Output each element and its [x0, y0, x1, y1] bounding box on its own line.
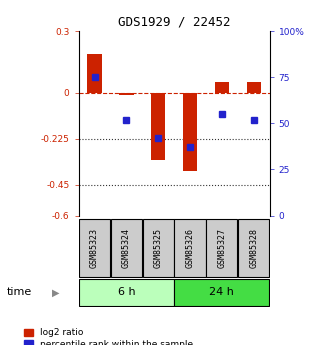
Text: GSM85324: GSM85324: [122, 228, 131, 267]
Legend: log2 ratio, percentile rank within the sample: log2 ratio, percentile rank within the s…: [24, 328, 193, 345]
Bar: [151, 92, 165, 160]
Bar: [183, 92, 197, 170]
Text: time: time: [6, 287, 32, 297]
Title: GDS1929 / 22452: GDS1929 / 22452: [118, 16, 230, 29]
Text: GSM85328: GSM85328: [249, 228, 258, 267]
Bar: [215, 82, 229, 92]
Text: GSM85327: GSM85327: [217, 228, 226, 267]
Bar: [119, 92, 134, 95]
Bar: [143, 219, 174, 277]
Text: 6 h: 6 h: [117, 287, 135, 297]
Text: 24 h: 24 h: [210, 287, 234, 297]
Bar: [206, 219, 238, 277]
Text: GSM85325: GSM85325: [154, 228, 163, 267]
Text: GSM85323: GSM85323: [90, 228, 99, 267]
Bar: [238, 219, 269, 277]
Bar: [174, 279, 269, 306]
Bar: [247, 82, 261, 92]
Bar: [111, 219, 142, 277]
Text: GSM85326: GSM85326: [186, 228, 195, 267]
Bar: [174, 219, 206, 277]
Text: ▶: ▶: [52, 287, 60, 297]
Bar: [87, 53, 102, 92]
Bar: [79, 279, 174, 306]
Bar: [79, 219, 110, 277]
